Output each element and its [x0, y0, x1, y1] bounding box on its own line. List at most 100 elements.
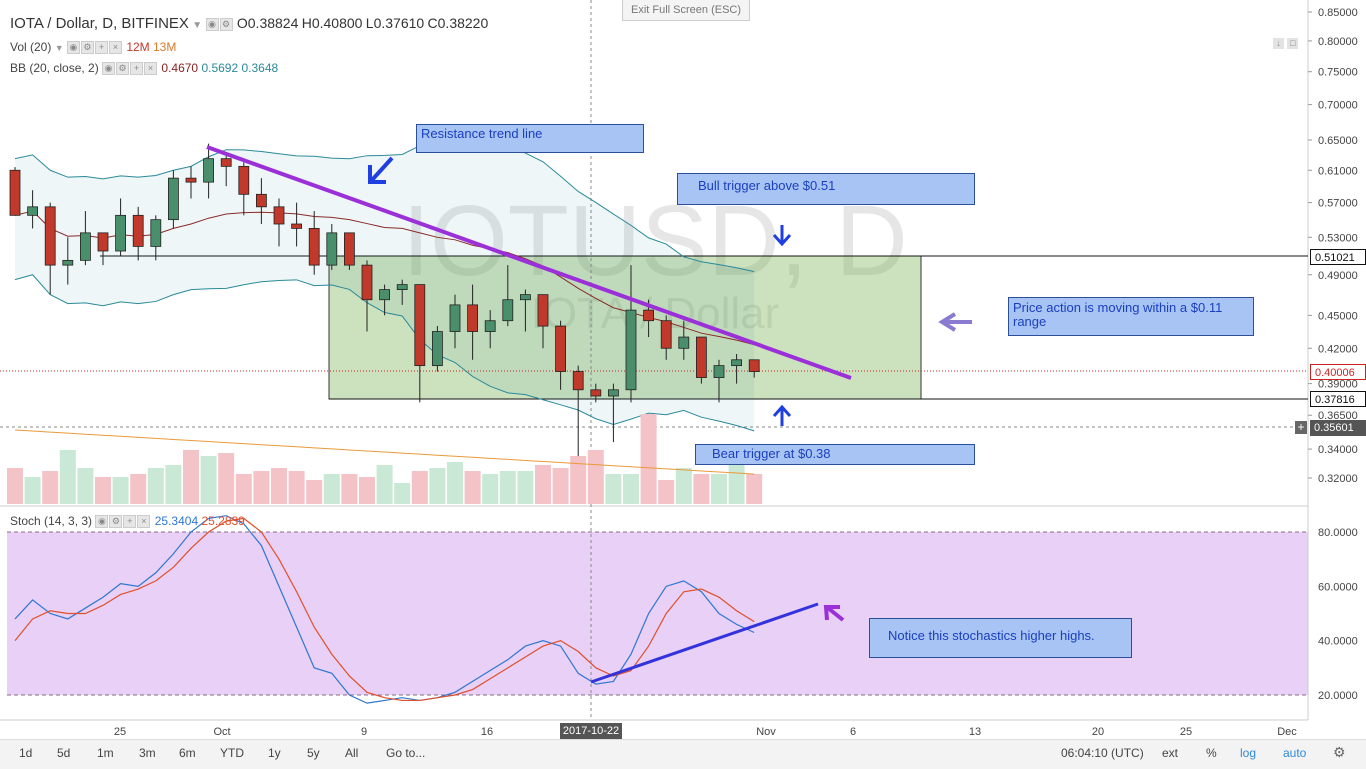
stoch-legend[interactable]: Stoch (14, 3, 3) ◉ ⚙ + × 25.3404 25.2839 — [10, 514, 245, 529]
price-axis[interactable]: 0.85000 0.80000 0.75000 0.70000 0.65000 0.610… — [1308, 7, 1358, 485]
price-tick-label: 0.45000 — [1318, 310, 1358, 322]
candle-body — [167, 177, 179, 221]
symbol-dropdown-icon[interactable]: ▼ — [192, 20, 203, 31]
exit-fullscreen-button[interactable]: Exit Full Screen (ESC) — [622, 0, 750, 21]
bb-close-icon[interactable]: × — [144, 62, 158, 76]
volume-visibility-icon[interactable]: ◉ — [66, 41, 80, 55]
candle-body — [520, 294, 531, 301]
ext-toggle[interactable]: ext — [1162, 746, 1179, 760]
volume-dropdown-icon[interactable]: ▼ — [54, 43, 64, 53]
volume-bar — [7, 468, 23, 504]
volume-bar — [640, 414, 657, 504]
range-button-1m[interactable]: 1m — [97, 746, 114, 760]
volume-close-icon[interactable]: × — [108, 41, 122, 55]
volume-bar — [376, 465, 393, 504]
volume-bar — [271, 468, 287, 504]
stoch-label[interactable]: Stoch (14, 3, 3) — [10, 514, 93, 528]
visibility-icon[interactable]: ◉ — [205, 18, 219, 32]
bb-visibility-icon[interactable]: ◉ — [102, 62, 116, 76]
stoch-settings-icon[interactable]: ⚙ — [109, 515, 123, 529]
range-button-6m[interactable]: 6m — [179, 746, 196, 760]
stoch-add-icon[interactable]: + — [123, 515, 137, 529]
move-down-icon[interactable]: ↓ — [1273, 38, 1284, 49]
volume-add-icon[interactable]: + — [94, 41, 108, 55]
volume-bar — [394, 483, 411, 504]
bb-settings-icon[interactable]: ⚙ — [116, 62, 130, 76]
price-tick-label: 0.75000 — [1318, 67, 1358, 79]
volume-bar — [183, 450, 199, 504]
goto-button[interactable]: Go to... — [386, 746, 426, 760]
volume-bar — [482, 474, 499, 504]
candle-body — [414, 284, 426, 367]
maximize-icon[interactable]: □ — [1287, 38, 1299, 49]
volume-legend[interactable]: Vol (20) ▼ ◉ ⚙ + × 12M 13M — [10, 40, 176, 55]
percent-toggle[interactable]: % — [1206, 746, 1217, 760]
candle-body — [62, 259, 74, 266]
candle-body — [9, 169, 21, 216]
bb-label[interactable]: BB (20, close, 2) — [10, 61, 99, 75]
ohlc-high: H0.40800 — [301, 15, 363, 31]
resistance-trend-line[interactable] — [206, 145, 852, 380]
bear-trigger-note[interactable]: Bear trigger at $0.38 — [695, 444, 975, 465]
log-toggle[interactable]: log — [1240, 746, 1257, 760]
ohlc-close: C0.38220 — [427, 15, 489, 31]
range-button-1y[interactable]: 1y — [268, 746, 281, 760]
volume-bar — [570, 456, 587, 504]
volume-bar — [675, 468, 692, 504]
time-tick-label: 25 — [1180, 726, 1192, 738]
volume-bar — [429, 468, 446, 504]
range-button-3m[interactable]: 3m — [139, 746, 156, 760]
symbol-title[interactable]: IOTA / Dollar, D, BITFINEX — [10, 15, 189, 32]
candle-body — [132, 214, 144, 247]
pane-controls[interactable]: ↓ □ — [1273, 35, 1299, 49]
stoch-visibility-icon[interactable]: ◉ — [95, 515, 109, 529]
current-price-tag: 0.40006 — [1310, 364, 1366, 380]
stoch-tick-label: 40.0000 — [1318, 636, 1358, 648]
candle-body — [185, 177, 197, 183]
resistance-note[interactable]: Resistance trend line — [416, 124, 644, 153]
bb-value-3: 0.3648 — [241, 61, 279, 75]
volume-bar — [552, 468, 569, 504]
add-plus-button[interactable]: + — [1295, 421, 1307, 434]
price-tick-label: 0.42000 — [1318, 343, 1358, 355]
time-axis[interactable]: 25 Oct 9 16 Nov 6 13 20 25 Dec — [114, 726, 1297, 738]
candle-body — [467, 304, 479, 332]
bb-add-icon[interactable]: + — [130, 62, 144, 76]
stoch-note[interactable]: Notice this stochastics higher highs. — [869, 618, 1132, 658]
candle-body — [273, 206, 285, 225]
volume-value-1: 12M — [126, 40, 150, 54]
price-tick-label: 0.80000 — [1318, 36, 1358, 48]
settings-icon[interactable]: ⚙ — [219, 18, 233, 32]
candle-body — [696, 336, 707, 378]
stoch-close-icon[interactable]: × — [137, 515, 151, 529]
bull-trigger-note[interactable]: Bull trigger above $0.51 — [677, 173, 975, 205]
arrow-down-left-icon — [368, 156, 394, 184]
auto-toggle[interactable]: auto — [1283, 746, 1307, 760]
candle-body — [608, 389, 619, 397]
settings-gear-icon[interactable]: ⚙ — [1333, 744, 1346, 760]
range-note[interactable]: Price action is moving within a $0.11 ra… — [1008, 297, 1254, 336]
range-button-5d[interactable]: 5d — [57, 746, 71, 760]
volume-bar — [746, 474, 763, 504]
symbol-legend[interactable]: IOTA / Dollar, D, BITFINEX ▼ ◉ ⚙ O0.38824… — [10, 15, 488, 32]
range-button-all[interactable]: All — [345, 746, 359, 760]
range-button-ytd[interactable]: YTD — [220, 746, 244, 760]
price-tick-label: 0.36500 — [1318, 410, 1358, 422]
stoch-higher-highs-line[interactable] — [590, 602, 819, 684]
volume-settings-icon[interactable]: ⚙ — [80, 41, 94, 55]
candlesticks — [9, 143, 760, 457]
bb-legend[interactable]: BB (20, close, 2) ◉ ⚙ + × 0.4670 0.5692 0.3… — [10, 61, 279, 76]
price-tick-label: 0.70000 — [1318, 100, 1358, 112]
candle-body — [748, 359, 760, 372]
price-tick-label: 0.49000 — [1318, 270, 1358, 282]
range-button-5y[interactable]: 5y — [307, 746, 320, 760]
range-button-1d[interactable]: 1d — [19, 746, 33, 760]
volume-label[interactable]: Vol (20) — [10, 40, 52, 54]
bb-upper — [14, 141, 755, 273]
candle-body — [396, 284, 408, 290]
volume-bar — [517, 471, 534, 504]
stoch-axis[interactable]: 80.0000 60.0000 40.0000 20.0000 — [1318, 527, 1358, 702]
volume-bar — [77, 468, 94, 504]
stochastics-lines — [14, 515, 755, 704]
